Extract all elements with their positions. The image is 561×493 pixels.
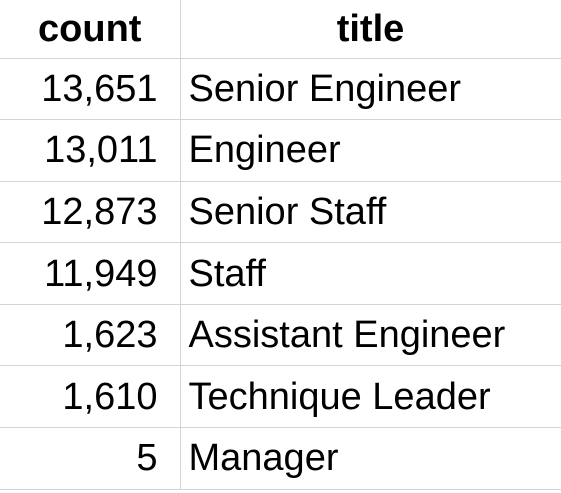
count-cell[interactable]: 12,873 — [0, 181, 181, 244]
title-cell[interactable]: Engineer — [180, 119, 561, 182]
column-header-title[interactable]: title — [180, 0, 561, 59]
title-cell[interactable]: Senior Engineer — [180, 58, 561, 121]
table-row: 1,623 Assistant Engineer — [0, 304, 561, 367]
count-cell[interactable]: 13,011 — [0, 119, 181, 182]
title-cell[interactable]: Senior Staff — [180, 181, 561, 244]
count-cell[interactable]: 5 — [0, 427, 181, 490]
title-cell[interactable]: Manager — [180, 427, 561, 490]
header-row: count title — [0, 0, 561, 59]
title-cell[interactable]: Technique Leader — [180, 365, 561, 429]
table-row: 5 Manager — [0, 427, 561, 490]
title-cell[interactable]: Staff — [180, 242, 561, 305]
table-row: 13,011 Engineer — [0, 119, 561, 182]
count-cell[interactable]: 13,651 — [0, 58, 181, 121]
count-cell[interactable]: 1,610 — [0, 365, 181, 429]
count-cell[interactable]: 11,949 — [0, 242, 181, 305]
title-cell[interactable]: Assistant Engineer — [180, 304, 561, 367]
table-row: 1,610 Technique Leader — [0, 365, 561, 429]
table-row: 12,873 Senior Staff — [0, 181, 561, 244]
table-row: 13,651 Senior Engineer — [0, 58, 561, 121]
count-cell[interactable]: 1,623 — [0, 304, 181, 367]
table-row: 11,949 Staff — [0, 242, 561, 305]
column-header-count[interactable]: count — [0, 0, 181, 59]
